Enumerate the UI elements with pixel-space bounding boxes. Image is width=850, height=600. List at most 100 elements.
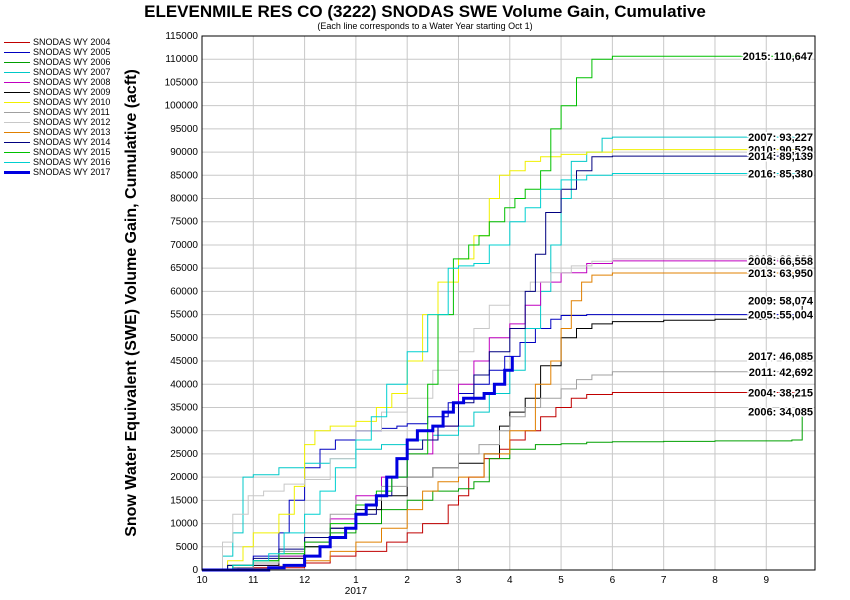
legend-swatch: [4, 121, 30, 123]
series-end-label: 2005: 55,004: [748, 310, 814, 322]
legend-item: SNODAS WY 2015: [4, 147, 110, 157]
legend-item: SNODAS WY 2009: [4, 87, 110, 97]
legend-swatch: [4, 91, 30, 93]
y-tick-label: 25000: [170, 449, 198, 460]
legend-item: SNODAS WY 2006: [4, 57, 110, 67]
y-tick-label: 115000: [165, 31, 198, 42]
legend-swatch: [4, 131, 30, 133]
legend-label: SNODAS WY 2010: [33, 97, 111, 107]
series-end-label: 2012: 66,990: [748, 254, 813, 266]
y-tick-label: 85000: [170, 170, 198, 181]
y-tick-label: 65000: [170, 263, 198, 274]
x-tick-label: 5: [558, 575, 564, 586]
x-tick-label: 7: [661, 575, 667, 586]
series-line-snodas-wy-2011: [202, 371, 803, 571]
y-tick-label: 55000: [170, 310, 198, 321]
y-tick-label: 75000: [170, 217, 198, 228]
legend-swatch: [4, 151, 30, 153]
y-tick-label: 15000: [170, 495, 198, 506]
legend-label: SNODAS WY 2017: [33, 167, 111, 177]
series-end-label: 2017: 46,085: [748, 351, 813, 363]
legend-label: SNODAS WY 2004: [33, 37, 111, 47]
legend-item: SNODAS WY 2005: [4, 47, 110, 57]
y-tick-label: 10000: [170, 519, 198, 530]
legend-swatch: [4, 81, 30, 83]
series-end-label: 2011: 42,692: [749, 367, 813, 379]
series-end-label: 2013: 63,950: [748, 268, 813, 280]
legend-label: SNODAS WY 2015: [33, 147, 111, 157]
axes: 0 5000 10000 15000 20000 25000 30000 35000 40000…: [123, 31, 816, 597]
legend-swatch: [4, 51, 30, 53]
chart-title: ELEVENMILE RES CO (3222) SNODAS SWE Volu…: [144, 2, 706, 21]
legend-swatch: [4, 101, 30, 103]
series-line-snodas-wy-2005: [202, 314, 803, 571]
legend-label: SNODAS WY 2016: [33, 157, 111, 167]
series-end-label: 2004: 38,215: [748, 388, 813, 400]
legend-label: SNODAS WY 2008: [33, 77, 111, 87]
legend-label: SNODAS WY 2006: [33, 57, 111, 67]
series-end-label: 2007: 93,227: [748, 132, 813, 144]
y-tick-label: 95000: [170, 124, 198, 135]
legend-label: SNODAS WY 2011: [33, 107, 110, 117]
legend-swatch: [4, 41, 30, 43]
legend-label: SNODAS WY 2013: [33, 127, 111, 137]
legend-swatch: [4, 170, 30, 174]
series-end-label: 2010: 90,529: [748, 145, 813, 157]
x-tick-label: 2: [404, 575, 410, 586]
series-line-snodas-wy-2014: [202, 155, 803, 571]
series-line-snodas-wy-2004: [202, 392, 803, 571]
series-line-snodas-wy-2006: [202, 411, 803, 571]
x-tick-label: 6: [610, 575, 616, 586]
series-line-snodas-wy-2016: [202, 173, 803, 571]
y-tick-label: 30000: [170, 426, 198, 437]
legend-swatch: [4, 161, 30, 163]
legend-item: SNODAS WY 2012: [4, 117, 110, 127]
series-end-label: 2006: 34,085: [748, 407, 813, 419]
series-line-snodas-wy-2009: [202, 300, 803, 571]
x-tick-label: 11: [248, 575, 259, 586]
y-tick-label: 70000: [170, 240, 198, 251]
y-tick-label: 50000: [170, 333, 198, 344]
series-line-snodas-wy-2015: [202, 55, 803, 571]
x-tick-label: 3: [456, 575, 462, 586]
legend-swatch: [4, 141, 30, 143]
series-end-label: 2014: 89,139: [748, 151, 813, 163]
legend: SNODAS WY 2004 SNODAS WY 2005 SNODAS WY 20…: [4, 37, 110, 177]
series-layer: [202, 55, 803, 572]
legend-item: SNODAS WY 2013: [4, 127, 110, 137]
legend-item: SNODAS WY 2004: [4, 37, 110, 47]
x-tick-label: 12: [299, 575, 311, 586]
y-tick-label: 5000: [176, 542, 199, 553]
y-tick-label: 40000: [170, 379, 198, 390]
y-tick-label: 60000: [170, 286, 198, 297]
y-tick-label: 105000: [165, 77, 199, 88]
y-tick-label: 20000: [170, 472, 198, 483]
series-line-snodas-wy-2010: [202, 149, 803, 571]
legend-swatch: [4, 61, 30, 63]
y-tick-label: 90000: [170, 147, 198, 158]
legend-item: SNODAS WY 2017: [4, 167, 110, 177]
legend-swatch: [4, 71, 30, 73]
legend-item: SNODAS WY 2008: [4, 77, 110, 87]
y-tick-label: 80000: [170, 194, 198, 205]
chart-subtitle: (Each line corresponds to a Water Year s…: [317, 21, 533, 31]
legend-label: SNODAS WY 2005: [33, 47, 111, 57]
y-tick-label: 45000: [170, 356, 198, 367]
legend-label: SNODAS WY 2014: [33, 137, 111, 147]
x-tick-label: 9: [763, 575, 769, 586]
series-line-snodas-wy-2007: [202, 136, 803, 571]
y-tick-label: 100000: [165, 101, 199, 112]
y-tick-label: 0: [192, 565, 198, 576]
series-line-snodas-wy-2017: [202, 356, 514, 572]
plot-frame: [201, 35, 816, 571]
legend-label: SNODAS WY 2009: [33, 87, 111, 97]
legend-item: SNODAS WY 2010: [4, 97, 110, 107]
y-tick-label: 110000: [165, 54, 198, 65]
legend-item: SNODAS WY 2014: [4, 137, 110, 147]
legend-item: SNODAS WY 2016: [4, 157, 110, 167]
series-end-label: 2015: 110,647: [743, 51, 813, 63]
x-tick-label: 10: [196, 575, 208, 586]
legend-item: SNODAS WY 2007: [4, 67, 110, 77]
